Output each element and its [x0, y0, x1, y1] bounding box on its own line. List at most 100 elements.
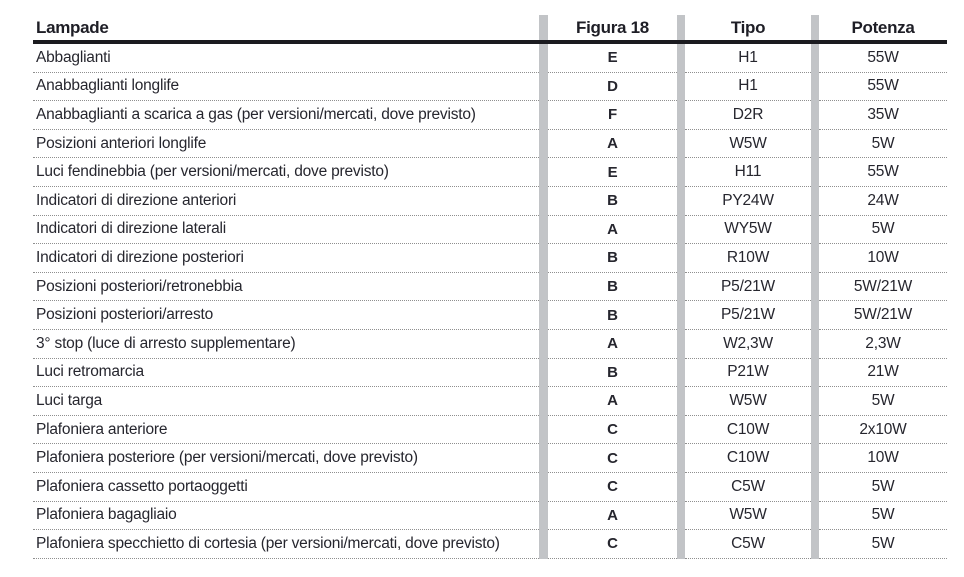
bulb-type-cell: D2R [685, 101, 811, 130]
table-row: Luci retromarcia B P21W 21W [33, 358, 947, 388]
table-row: Anabbaglianti longlife D H1 55W [33, 72, 947, 102]
column-separator [539, 501, 548, 531]
power-cell: 5W [819, 473, 947, 502]
column-separator [539, 329, 548, 359]
column-separator [677, 101, 685, 130]
figure-ref-cell: B [548, 359, 677, 388]
bulb-type-cell: H1 [685, 44, 811, 73]
power-cell: 5W [819, 130, 947, 159]
figure-ref-cell: D [548, 73, 677, 102]
table-header-row: Lampade Figura 18 Tipo Potenza [33, 15, 947, 44]
column-header-tipo: Tipo [730, 17, 766, 37]
column-separator [811, 244, 819, 273]
column-separator [811, 501, 819, 531]
column-separator [811, 415, 819, 445]
power-cell: 5W [819, 216, 947, 245]
bulb-type-cell: C10W [685, 416, 811, 445]
bulb-type-cell: W5W [685, 387, 811, 416]
column-separator [811, 301, 819, 330]
power-cell: 55W [819, 44, 947, 73]
column-separator [539, 387, 548, 416]
table-row: Luci fendinebbia (per versioni/mercati, … [33, 158, 947, 187]
lamp-table: Lampade Figura 18 Tipo Potenza Abbaglian… [33, 15, 947, 559]
table-row: Indicatori di direzione posteriori B R10… [33, 244, 947, 273]
column-separator [811, 329, 819, 359]
column-separator [539, 129, 548, 159]
figure-ref-cell: B [548, 273, 677, 302]
column-separator [539, 272, 548, 302]
column-separator [539, 215, 548, 245]
lamp-name-cell: Plafoniera anteriore [33, 416, 539, 445]
bulb-type-cell: R10W [685, 244, 811, 273]
lamp-name-cell: Indicatori di direzione posteriori [33, 244, 539, 273]
power-cell: 5W [819, 530, 947, 559]
lamp-name-cell: Posizioni posteriori/retronebbia [33, 273, 539, 302]
column-separator [539, 101, 548, 130]
figure-ref-cell: C [548, 530, 677, 559]
column-separator [677, 501, 685, 531]
table-row: Plafoniera anteriore C C10W 2x10W [33, 415, 947, 445]
power-cell: 55W [819, 73, 947, 102]
power-cell: 2x10W [819, 416, 947, 445]
bulb-type-cell: C5W [685, 530, 811, 559]
figure-ref-cell: C [548, 444, 677, 473]
lamp-name-cell: Indicatori di direzione laterali [33, 216, 539, 245]
lamp-name-cell: Plafoniera posteriore (per versioni/merc… [33, 444, 539, 473]
lamp-name-cell: Abbaglianti [33, 44, 539, 73]
column-separator [539, 15, 548, 40]
column-separator [677, 444, 685, 473]
column-separator [539, 72, 548, 102]
lamp-name-cell: Luci fendinebbia (per versioni/mercati, … [33, 158, 539, 187]
column-separator [677, 329, 685, 359]
lamp-name-cell: Plafoniera specchietto di cortesia (per … [33, 530, 539, 559]
bulb-type-cell: PY24W [685, 187, 811, 216]
column-separator [539, 444, 548, 473]
column-header-potenza: Potenza [851, 17, 915, 37]
figure-ref-cell: B [548, 187, 677, 216]
figure-ref-cell: F [548, 101, 677, 130]
power-cell: 5W [819, 387, 947, 416]
lamp-name-cell: Anabbaglianti longlife [33, 73, 539, 102]
column-separator [677, 129, 685, 159]
table-row: Posizioni posteriori/retronebbia B P5/21… [33, 272, 947, 302]
power-cell: 5W [819, 502, 947, 531]
column-separator [539, 472, 548, 502]
lamp-name-cell: Indicatori di direzione anteriori [33, 187, 539, 216]
figure-ref-cell: C [548, 416, 677, 445]
column-separator [677, 44, 685, 73]
column-header-figura: Figura 18 [576, 17, 649, 37]
column-separator [811, 387, 819, 416]
figure-ref-cell: A [548, 216, 677, 245]
table-body: Abbaglianti E H1 55W Anabbaglianti longl… [33, 44, 947, 559]
power-cell: 10W [819, 244, 947, 273]
figure-ref-cell: A [548, 330, 677, 359]
lamp-name-cell: Luci retromarcia [33, 359, 539, 388]
power-cell: 55W [819, 158, 947, 187]
column-separator [811, 186, 819, 216]
figure-ref-cell: A [548, 130, 677, 159]
bulb-type-cell: C5W [685, 473, 811, 502]
column-separator [811, 444, 819, 473]
figure-ref-cell: B [548, 244, 677, 273]
column-separator [811, 129, 819, 159]
column-separator [677, 301, 685, 330]
table-row: Plafoniera bagagliaio A W5W 5W [33, 501, 947, 531]
table-row: Posizioni anteriori longlife A W5W 5W [33, 129, 947, 159]
power-cell: 21W [819, 359, 947, 388]
table-row: Plafoniera specchietto di cortesia (per … [33, 530, 947, 559]
table-row: Posizioni posteriori/arresto B P5/21W 5W… [33, 301, 947, 330]
figure-ref-cell: E [548, 44, 677, 73]
column-separator [677, 530, 685, 559]
power-cell: 35W [819, 101, 947, 130]
lamp-name-cell: Plafoniera cassetto portaoggetti [33, 473, 539, 502]
column-separator [811, 272, 819, 302]
bulb-type-cell: P5/21W [685, 273, 811, 302]
power-cell: 2,3W [819, 330, 947, 359]
column-separator [677, 358, 685, 388]
lamp-name-cell: Luci targa [33, 387, 539, 416]
power-cell: 24W [819, 187, 947, 216]
power-cell: 5W/21W [819, 273, 947, 302]
column-separator [811, 101, 819, 130]
bulb-type-cell: H1 [685, 73, 811, 102]
bulb-type-cell: WY5W [685, 216, 811, 245]
